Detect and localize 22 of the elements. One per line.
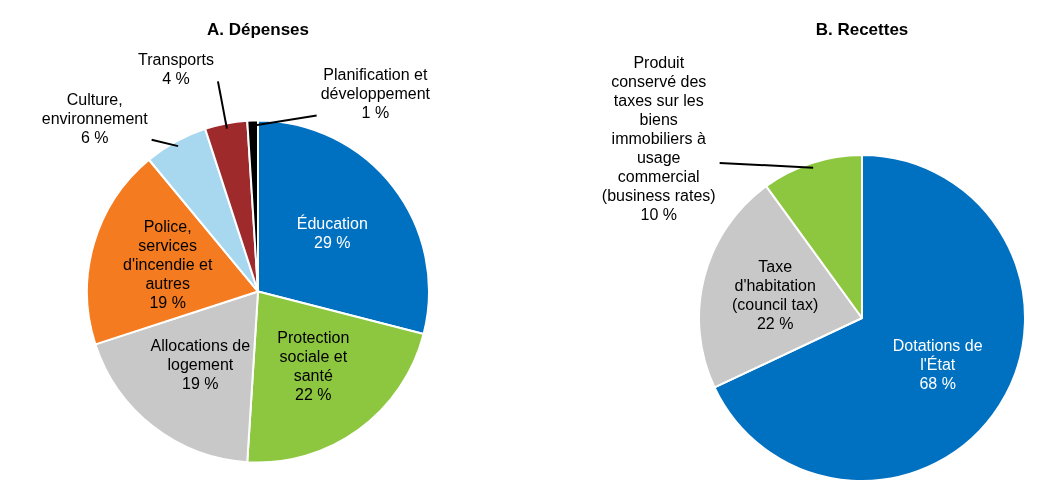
- slice-label: Culture, environnement: [41, 90, 149, 127]
- data-label: 22 %: [295, 386, 332, 404]
- data-label: 29 %: [314, 233, 351, 251]
- data-label: 1 %: [361, 104, 390, 122]
- slice-label: Taxe d'habitation (council tax): [732, 257, 819, 313]
- chart-title: A. Dépenses: [206, 19, 310, 39]
- slice-label: Planification et développement: [320, 66, 431, 103]
- slice-label: Éducation: [296, 213, 368, 232]
- data-label: 6 %: [80, 128, 109, 146]
- data-label: 22 %: [756, 314, 794, 332]
- data-label: 68 %: [919, 375, 956, 393]
- data-label: 4 %: [162, 70, 190, 88]
- slice-label: Dotations de l'État: [892, 337, 983, 374]
- data-label: 10 %: [640, 206, 677, 224]
- slice-label: Police, services d'incendie et autres: [123, 217, 213, 292]
- slice-label: Transports: [138, 51, 214, 69]
- slice-label: Protection sociale et santé: [277, 329, 350, 385]
- slice-label: Allocations de logement: [150, 337, 251, 374]
- data-label: 19 %: [149, 293, 186, 311]
- data-label: 19 %: [182, 375, 219, 393]
- slice-label: Produit conservé des taxes sur les biens immobiliers à usage commercial (business rates): [601, 54, 716, 205]
- chart-title: B. Recettes: [815, 19, 909, 39]
